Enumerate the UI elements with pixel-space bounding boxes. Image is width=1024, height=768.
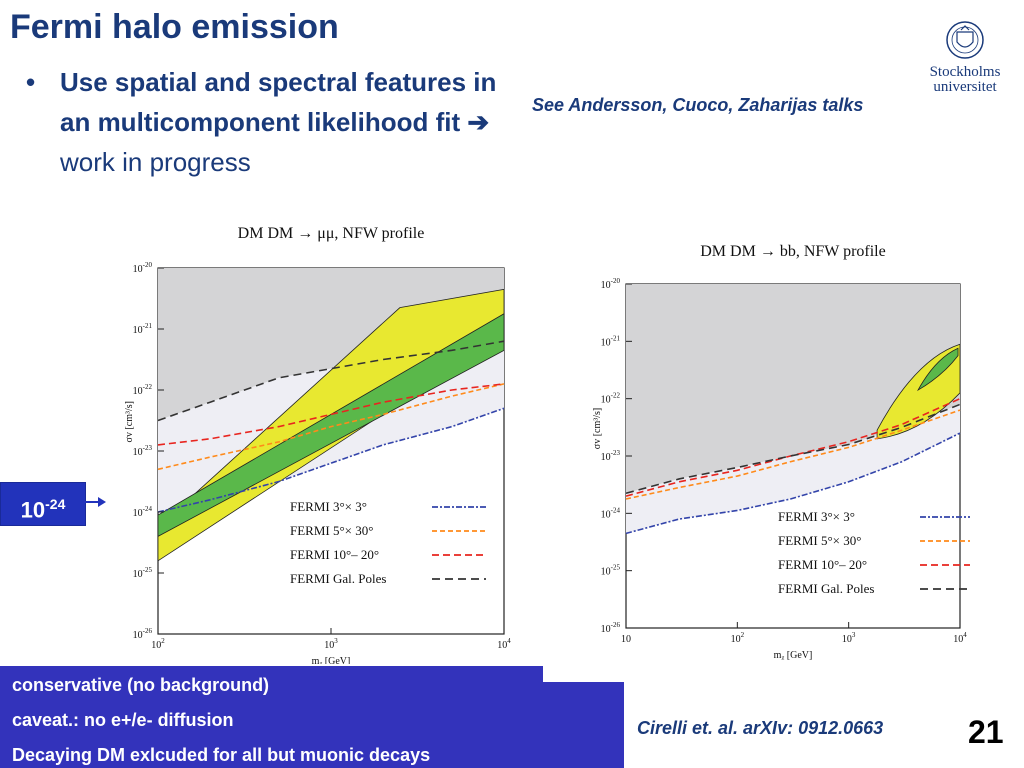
citation: Cirelli et. al. arXIv: 0912.0663 — [637, 718, 884, 738]
chart-1-series-line-2 — [157, 383, 505, 446]
chart-1-y-tick-label-0: 10-20 — [133, 261, 153, 275]
chart-1-y-tick-label-6: 10-26 — [133, 627, 153, 641]
chart-2-title: DM DM → bb, NFW profile — [700, 243, 885, 260]
conclusion-line-1: conservative (no background) — [12, 675, 270, 695]
slide-title: Fermi halo emission — [10, 8, 339, 46]
chart-2-series-line-1 — [625, 409, 961, 500]
arrow-icon: ➔ — [467, 107, 490, 137]
chart-2-series-line-0 — [625, 432, 961, 535]
bullet-text: Use spatial and spectral features in an … — [60, 62, 500, 182]
chart-2-fit-region-green — [917, 347, 959, 392]
box-notch — [543, 666, 624, 682]
chart-1-legend-label-1: FERMI 5°× 30° — [290, 523, 373, 538]
chart-1-legend-label-2: FERMI 10°– 20° — [290, 547, 379, 562]
chart-2-y-tick-label-5: 10-25 — [601, 564, 621, 578]
chart-1-y-tick-label-1: 10-21 — [133, 322, 153, 336]
chart-2-excluded-region — [626, 284, 960, 494]
marker-exponent: -24 — [45, 496, 66, 512]
see-also-note: See Andersson, Cuoco, Zaharijas talks — [532, 95, 864, 115]
chart-2-legend-label-2: FERMI 10°– 20° — [778, 557, 867, 572]
chart-2-x-tick-label-3: 104 — [953, 631, 967, 645]
chart-1-series-line-3 — [157, 340, 505, 422]
chart-2-sensitivity-band — [626, 404, 960, 534]
chart-2-series-line-3 — [625, 403, 961, 495]
chart-1-legend-label-3: FERMI Gal. Poles — [290, 571, 386, 586]
chart-2-x-axis-label: mᵪ [GeV] — [774, 650, 813, 661]
marker-arrow-icon — [84, 497, 106, 507]
bullet-bold-text: Use spatial and spectral features in an … — [60, 67, 497, 137]
chart-1-x-tick-label-0: 102 — [151, 637, 165, 651]
chart-2-y-axis-label: σv [cm³/s] — [592, 408, 603, 449]
marker-base: 10 — [20, 497, 46, 523]
chart-2-legend-label-1: FERMI 5°× 30° — [778, 533, 861, 548]
chart-1-y-tick-label-2: 10-22 — [133, 383, 153, 397]
chart-2-x-tick-label-0: 10 — [621, 634, 631, 645]
chart-1-x-tick-label-1: 103 — [324, 637, 338, 651]
page-number: 21 — [968, 714, 1004, 750]
crest-icon — [946, 21, 984, 59]
chart-1-series-line-0 — [157, 407, 505, 513]
chart-1-title: DM DM → μμ, NFW profile — [238, 225, 425, 242]
chart-2-x-tick-label-2: 103 — [842, 631, 856, 645]
chart-1-y-tick-label-5: 10-25 — [133, 566, 153, 580]
bullet-plain-text: work in progress — [60, 147, 251, 177]
chart-2-x-tick-label-1: 102 — [731, 631, 745, 645]
chart-1-series-line-1 — [157, 383, 505, 471]
chart-2-y-tick-label-1: 10-21 — [601, 334, 621, 348]
chart-2-y-tick-label-3: 10-23 — [601, 449, 621, 463]
chart-2-legend-label-0: FERMI 3°× 3° — [778, 509, 855, 524]
logo-line-1: Stockholms — [930, 64, 1001, 80]
conclusion-line-2: caveat.: no e+/e- diffusion — [12, 710, 234, 730]
chart-bb: DM DM → bb, NFW profile 10-20 10-21 10-22 10… — [592, 243, 970, 661]
chart-1-fit-region-green — [157, 313, 505, 538]
chart-2-legend-label-3: FERMI Gal. Poles — [778, 581, 874, 596]
chart-1-x-tick-label-2: 104 — [497, 637, 511, 651]
chart-2-y-tick-label-4: 10-24 — [601, 506, 621, 520]
chart-1-y-tick-label-4: 10-24 — [133, 505, 153, 519]
chart-mumu: DM DM → μμ, NFW profile 10-20 10-21 10-22 10… — [124, 225, 511, 664]
chart-2-y-tick-label-2: 10-22 — [601, 392, 621, 406]
chart-1-y-axis-label: σv [cm³/s] — [124, 401, 135, 442]
university-logo: Stockholms universitet — [930, 21, 1001, 95]
logo-line-2: universitet — [933, 79, 997, 95]
sensitivity-marker: 10-24 — [0, 482, 86, 526]
chart-2-series-line-2 — [625, 397, 961, 497]
chart-1-legend-label-0: FERMI 3°× 3° — [290, 499, 367, 514]
conclusion-line-3: Decaying DM exlcuded for all but muonic … — [12, 745, 431, 765]
chart-2-y-tick-label-6: 10-26 — [601, 621, 621, 635]
conclusions-box — [0, 666, 624, 768]
chart-2-y-tick-label-0: 10-20 — [601, 277, 621, 291]
bullet-dot: • — [26, 67, 36, 97]
chart-1-x-axis-label: mᵪ [GeV] — [312, 656, 351, 664]
chart-1-y-tick-label-3: 10-23 — [133, 444, 153, 458]
